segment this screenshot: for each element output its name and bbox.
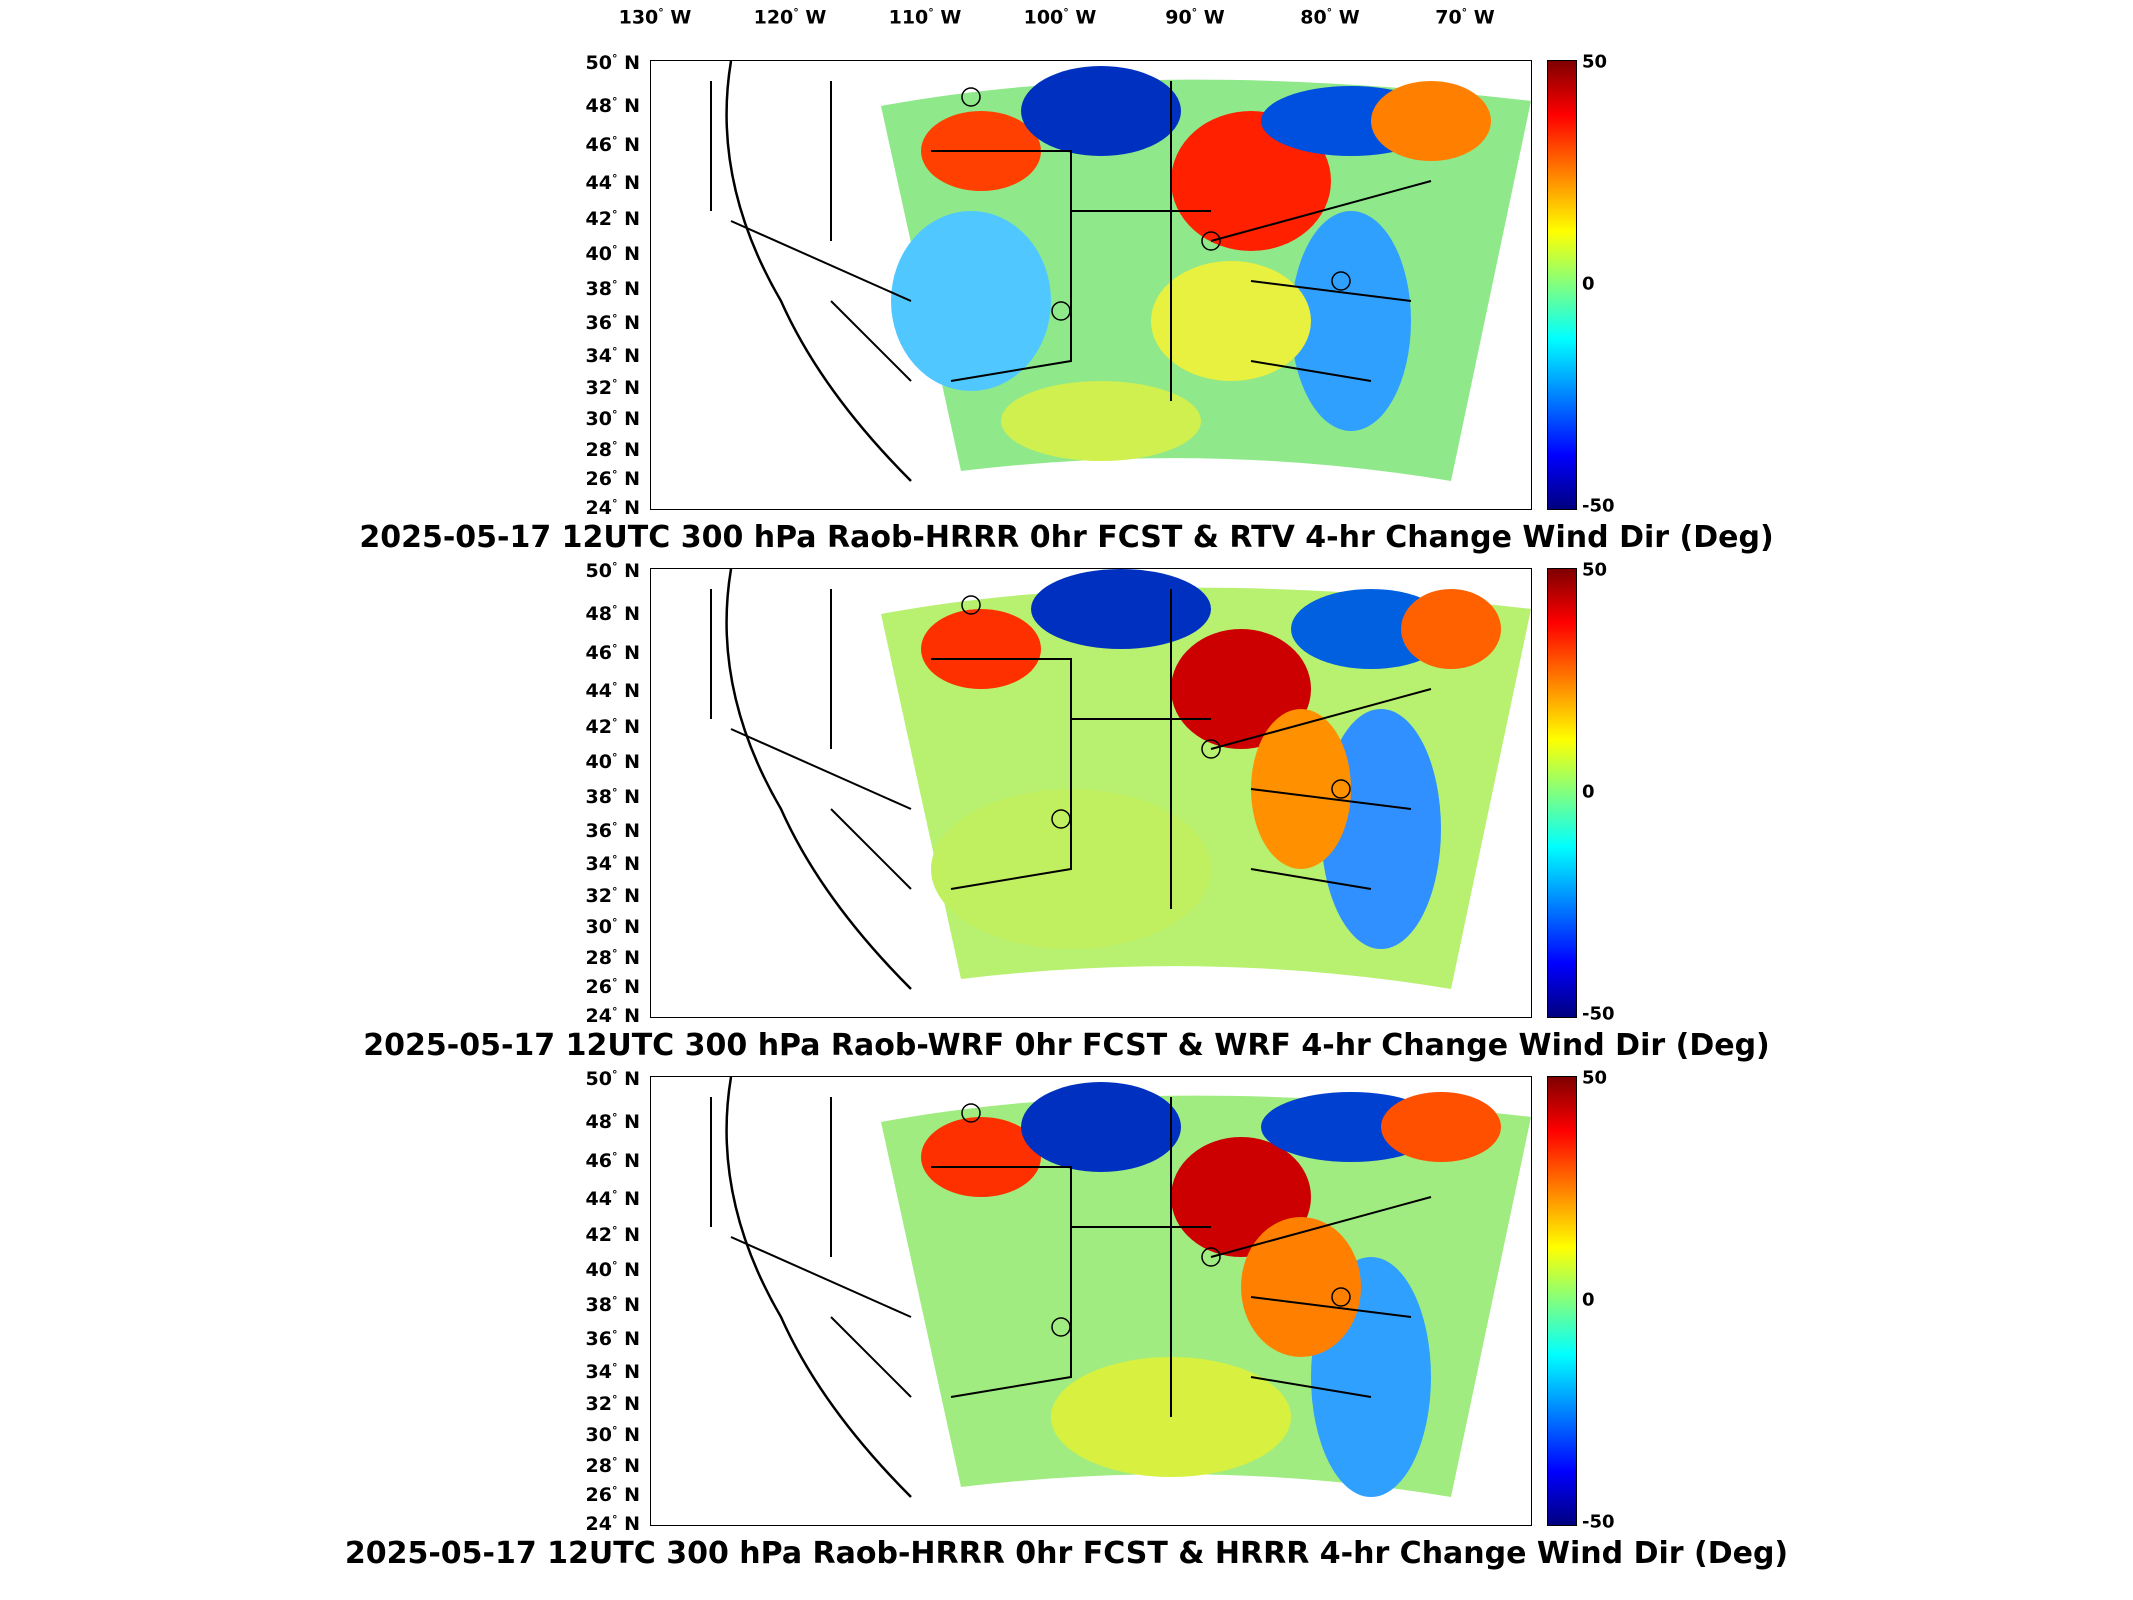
lat-label: 46° N	[585, 133, 640, 157]
map-canvas	[710, 61, 1531, 482]
colorbar-max-label: 50	[1582, 51, 1608, 73]
colorbar-max-label: 50	[1582, 1067, 1608, 1089]
lat-label: 34° N	[585, 344, 640, 368]
lat-label: 50° N	[585, 559, 640, 583]
lon-label: 90° W	[1165, 6, 1225, 29]
lat-label: 38° N	[585, 1293, 640, 1317]
map-canvas	[710, 569, 1531, 990]
colorbar-max-label: 50	[1582, 559, 1608, 581]
lat-label: 32° N	[585, 1392, 640, 1416]
lat-label: 30° N	[585, 407, 640, 431]
lat-label: 28° N	[585, 946, 640, 970]
lat-label: 26° N	[585, 1483, 640, 1507]
panel-title: 2025-05-17 12UTC 300 hPa Raob-HRRR 0hr F…	[359, 520, 1774, 555]
lat-label: 26° N	[585, 467, 640, 491]
lat-label: 40° N	[585, 242, 640, 266]
lat-label: 34° N	[585, 1360, 640, 1384]
lat-label: 36° N	[585, 1327, 640, 1351]
colorbar-mid-label: 0	[1582, 1289, 1595, 1311]
lat-label: 42° N	[585, 1223, 640, 1247]
lat-label: 36° N	[585, 819, 640, 843]
lat-label: 48° N	[585, 94, 640, 118]
lat-label: 40° N	[585, 1258, 640, 1282]
lat-label: 30° N	[585, 1423, 640, 1447]
colorbar	[1547, 1076, 1577, 1526]
lat-label: 32° N	[585, 884, 640, 908]
lat-label: 36° N	[585, 311, 640, 335]
lat-label: 42° N	[585, 715, 640, 739]
lat-label: 28° N	[585, 1454, 640, 1478]
lat-label: 34° N	[585, 852, 640, 876]
colorbar-min-label: -50	[1582, 495, 1615, 517]
colorbar-min-label: -50	[1582, 1003, 1615, 1025]
lon-label: 80° W	[1300, 6, 1360, 29]
panel-title: 2025-05-17 12UTC 300 hPa Raob-WRF 0hr FC…	[363, 1028, 1770, 1063]
lat-label: 44° N	[585, 679, 640, 703]
lat-label: 46° N	[585, 641, 640, 665]
lon-label: 70° W	[1435, 6, 1495, 29]
lat-label: 38° N	[585, 277, 640, 301]
lat-label: 44° N	[585, 1187, 640, 1211]
lat-label: 32° N	[585, 376, 640, 400]
lon-label: 120° W	[753, 6, 827, 29]
lat-label: 50° N	[585, 1067, 640, 1091]
lat-label: 24° N	[585, 1512, 640, 1536]
lat-label: 48° N	[585, 602, 640, 626]
colorbar	[1547, 568, 1577, 1018]
lat-label: 46° N	[585, 1149, 640, 1173]
lat-label: 42° N	[585, 207, 640, 231]
lat-label: 40° N	[585, 750, 640, 774]
lat-label: 50° N	[585, 51, 640, 75]
lat-label: 24° N	[585, 1004, 640, 1028]
lon-label: 130° W	[618, 6, 692, 29]
map-frame	[650, 60, 1532, 510]
colorbar-mid-label: 0	[1582, 273, 1595, 295]
map-frame	[650, 1076, 1532, 1526]
map-frame	[650, 568, 1532, 1018]
lat-label: 48° N	[585, 1110, 640, 1134]
lat-label: 30° N	[585, 915, 640, 939]
map-canvas	[710, 1077, 1531, 1498]
lat-label: 26° N	[585, 975, 640, 999]
lat-label: 28° N	[585, 438, 640, 462]
lat-label: 38° N	[585, 785, 640, 809]
lon-label: 100° W	[1023, 6, 1097, 29]
colorbar	[1547, 60, 1577, 510]
lat-label: 24° N	[585, 496, 640, 520]
lon-label: 110° W	[888, 6, 962, 29]
colorbar-min-label: -50	[1582, 1511, 1615, 1533]
colorbar-mid-label: 0	[1582, 781, 1595, 803]
panel-title: 2025-05-17 12UTC 300 hPa Raob-HRRR 0hr F…	[344, 1536, 1789, 1571]
lat-label: 44° N	[585, 171, 640, 195]
